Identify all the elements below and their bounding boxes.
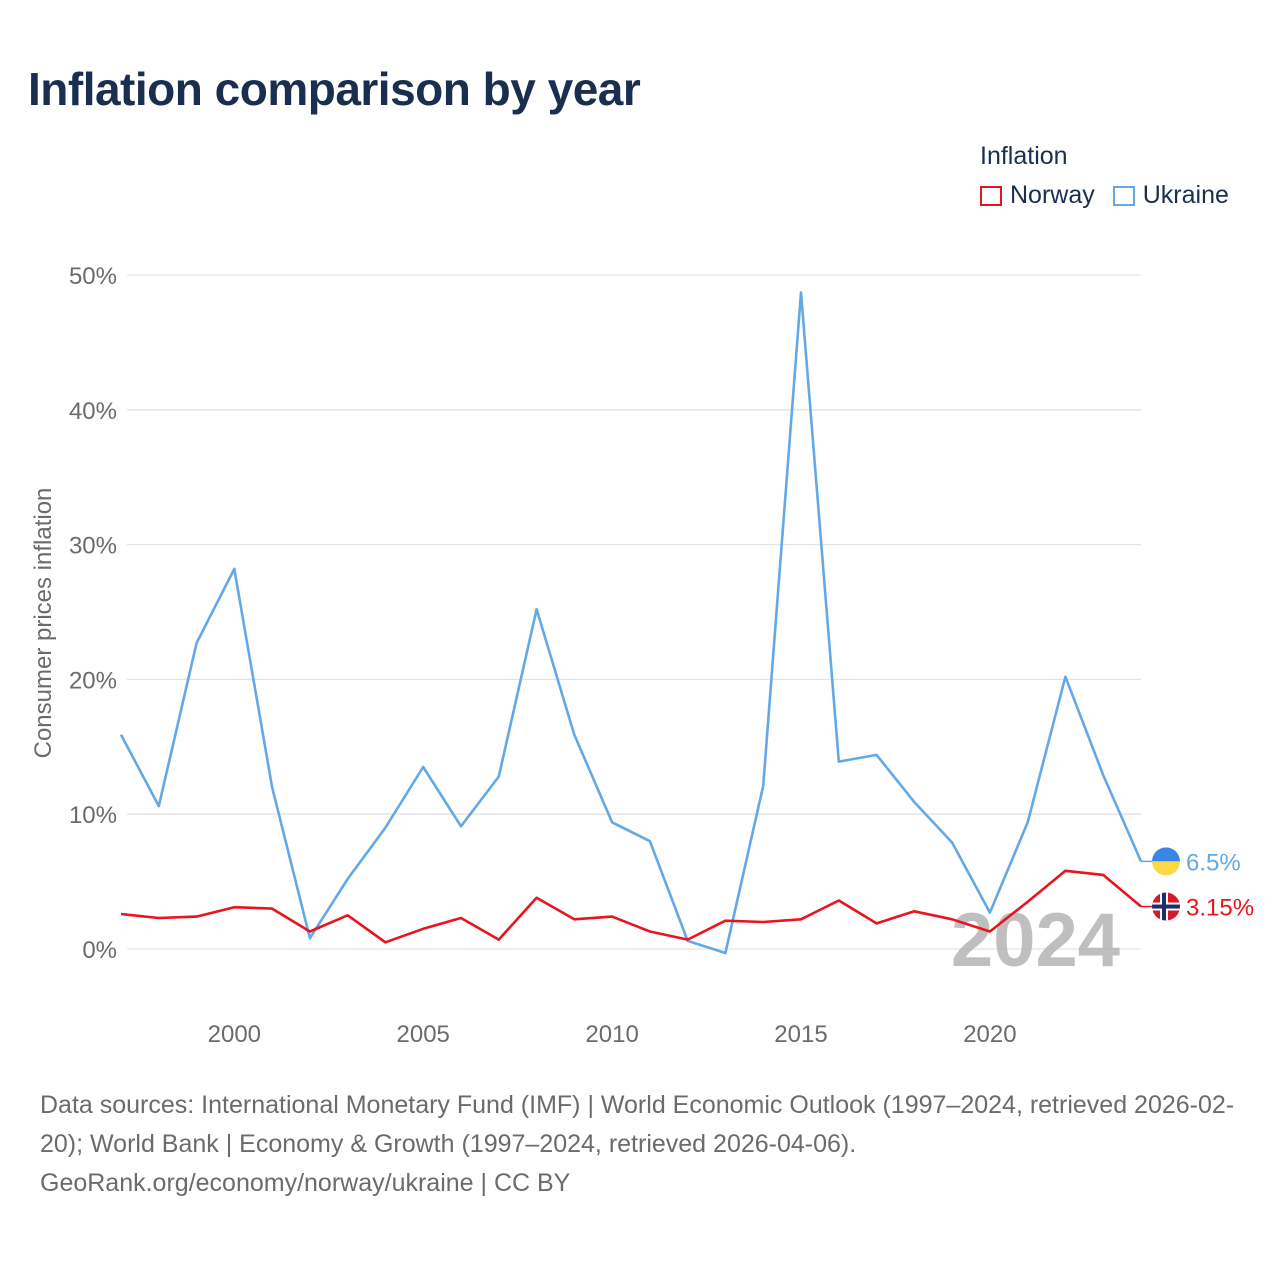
x-tick-label: 2015	[774, 1021, 827, 1048]
source-link[interactable]: GeoRank.org/economy/norway/ukraine | CC …	[40, 1169, 571, 1197]
series-norway	[120, 869, 1142, 944]
end-label-norway: 3.15%	[1141, 892, 1254, 922]
series-line-ukraine[interactable]	[119, 291, 1143, 955]
legend-swatch-norway	[980, 185, 1002, 206]
x-tick-label: 2010	[585, 1021, 638, 1048]
end-value-ukraine: 6.5%	[1186, 849, 1241, 876]
chart-title: Inflation comparison by year	[28, 63, 641, 115]
series-ukraine	[119, 291, 1143, 955]
legend-item-ukraine[interactable]: Ukraine	[1112, 181, 1229, 210]
end-labels: 6.5% 3.15%	[1141, 847, 1254, 922]
line-chart: Consumer prices inflation 0% 10% 20% 30% 40%…	[30, 263, 1254, 1048]
legend-swatch-ukraine	[1112, 185, 1135, 206]
legend-label-ukraine: Ukraine	[1142, 181, 1229, 209]
series-lines	[119, 291, 1143, 955]
ukraine-flag-icon	[1152, 847, 1180, 876]
year-watermark: 2024	[951, 898, 1120, 983]
axis-labels: Consumer prices inflation 0% 10% 20% 30% 40%…	[30, 263, 1017, 1048]
y-axis-title: Consumer prices inflation	[30, 488, 57, 759]
norway-flag-icon	[1152, 892, 1180, 921]
legend-items: Norway Ukraine	[980, 181, 1247, 210]
legend-title: Inflation	[980, 142, 1068, 170]
y-tick-label: 30%	[69, 533, 117, 560]
legend-item-norway[interactable]: Norway	[980, 181, 1095, 210]
source-note: Data sources: International Monetary Fun…	[40, 1086, 1250, 1203]
legend: Inflation Norway Ukraine	[980, 142, 1247, 210]
grid-lines	[127, 274, 1141, 950]
x-tick-label: 2000	[208, 1021, 261, 1048]
y-tick-label: 20%	[69, 667, 117, 694]
y-tick-label: 50%	[69, 263, 117, 290]
y-tick-label: 40%	[69, 398, 117, 425]
end-label-ukraine: 6.5%	[1141, 847, 1241, 876]
y-tick-label: 0%	[82, 937, 117, 964]
x-tick-label: 2020	[963, 1021, 1016, 1048]
end-value-norway: 3.15%	[1186, 895, 1254, 922]
x-tick-label: 2005	[397, 1021, 450, 1048]
legend-label-norway: Norway	[1010, 181, 1095, 209]
source-text: Data sources: International Monetary Fun…	[40, 1091, 1235, 1158]
y-tick-label: 10%	[69, 802, 117, 829]
series-line-norway[interactable]	[120, 869, 1142, 944]
